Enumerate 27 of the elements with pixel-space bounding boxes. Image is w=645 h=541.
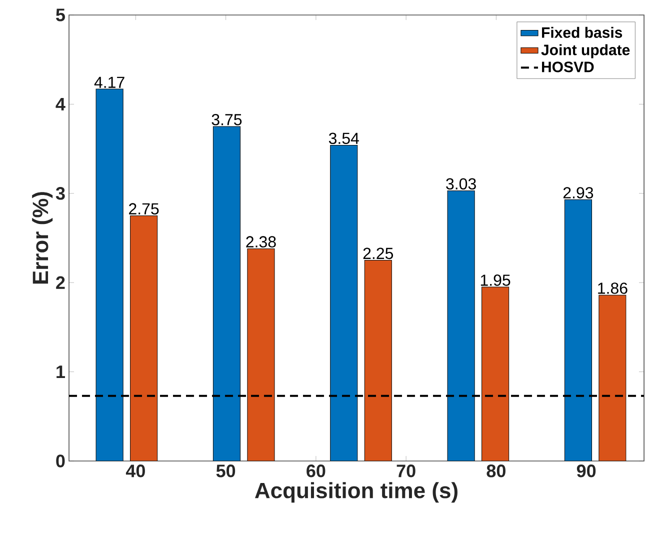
data-label: 2.75 bbox=[129, 203, 159, 214]
y-tick-label: 4 bbox=[56, 98, 66, 110]
data-label: 1.86 bbox=[598, 282, 628, 294]
data-label: 2.25 bbox=[363, 248, 394, 260]
legend-label: Fixed basis bbox=[542, 26, 622, 38]
y-tick-label: 3 bbox=[56, 187, 65, 200]
x-tick-label: 70 bbox=[396, 464, 416, 478]
y-tick-label: 2 bbox=[56, 276, 65, 289]
legend-label: Joint update bbox=[541, 44, 630, 58]
legend-label: HOSVD bbox=[542, 62, 594, 72]
y-tick-label: 0 bbox=[56, 454, 65, 468]
x-tick-label: 90 bbox=[576, 464, 596, 478]
data-label: 3.03 bbox=[446, 178, 476, 190]
data-label: 1.95 bbox=[480, 274, 510, 286]
x-tick-label: 60 bbox=[306, 464, 326, 478]
y-tick-label: 1 bbox=[56, 366, 65, 378]
x-tick-label: 40 bbox=[126, 464, 145, 478]
data-label: 4.17 bbox=[94, 76, 124, 88]
y-tick-label: 5 bbox=[56, 8, 65, 22]
data-label: 2.93 bbox=[563, 187, 594, 198]
x-tick-label: 80 bbox=[486, 464, 506, 478]
data-label: 3.54 bbox=[328, 132, 359, 144]
y-axis-title: Error (%) bbox=[32, 192, 53, 284]
x-axis-title: Acquisition time (s) bbox=[254, 482, 458, 503]
data-label: 2.38 bbox=[246, 236, 276, 248]
data-label: 3.75 bbox=[212, 114, 242, 126]
x-tick-label: 50 bbox=[216, 464, 236, 478]
